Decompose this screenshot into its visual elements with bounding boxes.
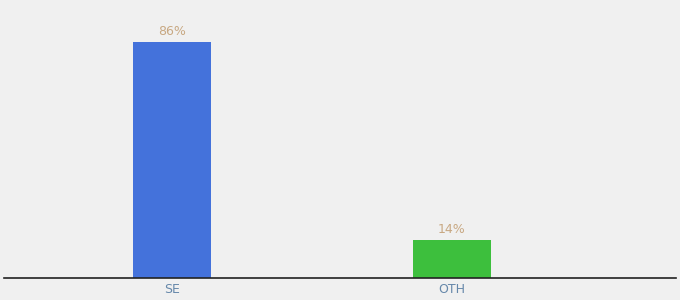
Bar	[133, 43, 211, 278]
Text: 14%: 14%	[438, 223, 466, 236]
Text: 86%: 86%	[158, 26, 186, 38]
Bar	[413, 240, 491, 278]
